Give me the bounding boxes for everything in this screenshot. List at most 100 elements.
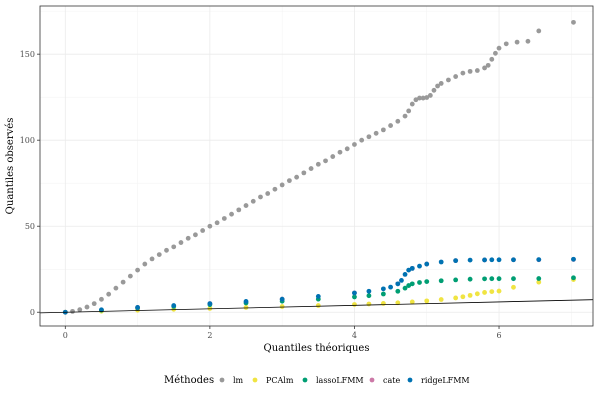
data-point: [431, 87, 437, 93]
data-point: [496, 288, 502, 294]
data-point: [406, 283, 412, 288]
data-point: [214, 220, 220, 226]
data-point: [467, 257, 473, 263]
data-point: [424, 261, 430, 267]
x-tick-label: 6: [496, 331, 501, 340]
data-point: [135, 305, 140, 310]
data-point: [120, 279, 126, 285]
data-point: [496, 45, 502, 51]
data-point: [250, 198, 256, 204]
data-point: [467, 276, 473, 282]
data-point: [279, 296, 285, 302]
data-point: [344, 146, 350, 152]
data-point: [106, 291, 112, 297]
data-point: [438, 278, 444, 284]
data-point: [315, 161, 321, 167]
legend-label-ridgeLFMM: ridgeLFMM: [421, 376, 470, 385]
data-point: [571, 256, 576, 262]
data-point: [493, 50, 498, 56]
data-point: [496, 257, 502, 263]
data-point: [489, 56, 495, 62]
data-point: [330, 154, 336, 159]
y-tick-label: 100: [20, 136, 35, 145]
data-point: [536, 276, 542, 281]
data-point: [409, 281, 415, 287]
legend-title: Méthodes: [164, 375, 214, 386]
data-point: [511, 276, 516, 282]
data-point: [142, 261, 148, 267]
data-point: [156, 252, 162, 257]
data-point: [409, 101, 415, 107]
data-point: [258, 194, 263, 200]
data-point: [395, 288, 401, 294]
data-point: [164, 247, 169, 253]
data-point: [511, 257, 516, 263]
data-point: [207, 223, 213, 229]
data-point: [323, 158, 328, 164]
data-point: [388, 123, 393, 128]
data-point: [406, 108, 412, 114]
data-point: [99, 296, 104, 302]
data-point: [467, 68, 473, 74]
series-lm: [62, 19, 576, 315]
data-point: [243, 203, 249, 208]
data-point: [301, 170, 307, 176]
data-point: [193, 232, 198, 238]
data-point: [352, 142, 357, 147]
data-point: [485, 62, 491, 68]
data-point: [474, 291, 480, 297]
data-point: [427, 93, 433, 98]
data-point: [388, 284, 393, 290]
data-point: [399, 278, 404, 283]
data-point: [460, 70, 466, 76]
data-point: [496, 276, 502, 282]
legend-label-lm: lm: [233, 376, 244, 385]
x-tick-label: 2: [207, 331, 212, 340]
data-point: [229, 211, 234, 217]
data-point: [178, 240, 184, 245]
data-point: [352, 302, 357, 307]
data-point: [402, 271, 408, 277]
data-point: [373, 130, 379, 136]
data-point: [127, 273, 133, 279]
data-point: [279, 182, 285, 188]
x-tick-label: 0: [63, 331, 68, 340]
data-point: [91, 301, 97, 307]
data-point: [453, 277, 459, 283]
data-points: [39, 19, 594, 315]
data-point: [286, 178, 292, 184]
data-point: [243, 305, 249, 310]
reference-line: [39, 299, 594, 314]
data-point: [467, 292, 473, 298]
data-point: [420, 95, 426, 101]
data-point: [395, 281, 401, 287]
data-point: [489, 276, 495, 282]
data-point: [366, 288, 372, 294]
data-point: [279, 304, 285, 309]
data-point: [352, 294, 357, 300]
data-point: [424, 279, 430, 285]
data-point: [84, 304, 90, 310]
data-point: [482, 257, 487, 263]
y-tick-label: 50: [25, 222, 35, 231]
legend-key-lassoLFMM: [302, 377, 308, 383]
data-point: [474, 68, 480, 73]
data-point: [409, 299, 415, 305]
data-point: [413, 97, 419, 103]
data-point: [460, 294, 466, 300]
grid-lines: [40, 6, 593, 326]
x-tick-label: 4: [352, 331, 357, 340]
data-point: [453, 295, 459, 301]
data-point: [424, 298, 430, 304]
data-point: [171, 244, 177, 250]
data-point: [571, 275, 576, 281]
data-point: [536, 279, 542, 285]
data-point: [70, 308, 75, 314]
data-point: [315, 303, 321, 308]
data-point: [185, 235, 191, 241]
data-point: [489, 289, 495, 294]
data-point: [380, 301, 386, 306]
data-point: [366, 301, 372, 307]
data-point: [438, 81, 444, 86]
